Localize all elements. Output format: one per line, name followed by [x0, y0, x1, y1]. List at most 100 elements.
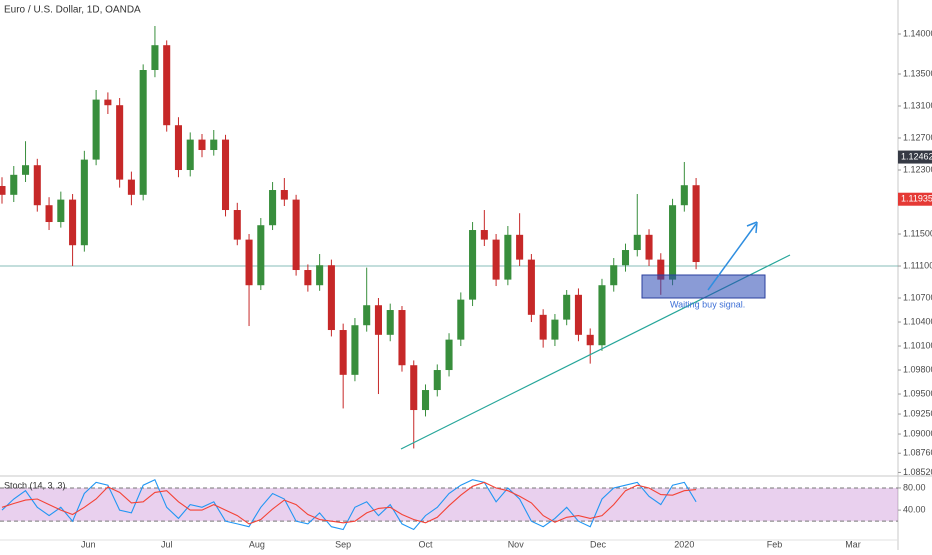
candle-body: [257, 225, 265, 286]
x-tick-label: Dec: [590, 539, 607, 549]
arrow-head: [746, 221, 758, 234]
candle-body: [163, 45, 171, 126]
y-tick-label: 1.09250: [903, 408, 932, 418]
y-tick-label: 40.00: [903, 504, 926, 514]
candle-body: [186, 139, 194, 171]
arrow-shaft: [707, 223, 757, 291]
x-tick-label: 2020: [674, 539, 694, 549]
y-tick-label: 1.09500: [903, 388, 932, 398]
y-tick-label: 1.10400: [903, 316, 932, 326]
x-tick-label: Sep: [335, 539, 351, 549]
candle-body: [127, 179, 135, 195]
candle-body: [539, 314, 547, 340]
candle-body: [516, 234, 524, 260]
candle-body: [374, 305, 382, 335]
x-tick-label: Mar: [845, 539, 861, 549]
candle-body: [139, 70, 147, 195]
candle-body: [410, 365, 418, 411]
candle-body: [469, 230, 477, 300]
candle-body: [10, 174, 18, 195]
marks: [0, 26, 898, 531]
y-tick-label: 1.11100: [903, 260, 932, 270]
candle-body: [0, 186, 6, 195]
candle-body: [598, 285, 606, 346]
candle-body: [245, 239, 253, 286]
y-tick-label: 1.08520: [903, 467, 932, 477]
annotation-text: Waiting buy signal.: [670, 299, 745, 309]
candle-body: [221, 139, 230, 211]
y-tick-label: 1.12700: [903, 132, 932, 142]
candle-body: [339, 330, 347, 375]
candle-body: [386, 310, 394, 335]
y-tick-label: 1.10100: [903, 340, 932, 350]
candle-body: [280, 190, 288, 200]
y-tick-label: 80.00: [903, 482, 926, 492]
candle-body: [457, 299, 465, 340]
x-tick-label: Oct: [419, 539, 434, 549]
y-tick-label: 1.12300: [903, 164, 932, 174]
x-tick-label: Feb: [767, 539, 783, 549]
candle-body: [104, 99, 112, 106]
candle-body: [445, 339, 453, 371]
y-tick-label: 1.08760: [903, 448, 932, 458]
stoch-line: [1, 481, 697, 525]
candle-body: [304, 270, 312, 286]
x-tick-label: Nov: [508, 539, 525, 549]
candle-body: [151, 45, 159, 71]
candle-body: [633, 234, 641, 251]
candle-body: [198, 139, 206, 151]
stoch-line: [1, 478, 697, 531]
candle-body: [351, 325, 359, 375]
candle-body: [80, 159, 88, 246]
price-marker-label: 1.11935: [901, 194, 932, 204]
buy-zone: [641, 274, 766, 299]
candle-body: [174, 125, 182, 171]
y-tick-label: 1.14000: [903, 28, 932, 38]
x-tick-label: Aug: [249, 539, 265, 549]
candle-body: [551, 319, 559, 340]
candle-body: [586, 334, 594, 346]
price-marker: [898, 192, 932, 206]
candle-body: [433, 370, 441, 391]
candle-body: [57, 199, 65, 223]
price-marker: [898, 150, 932, 164]
indicator-title: Stoch (14, 3, 3): [4, 480, 66, 490]
y-tick-label: 1.09800: [903, 364, 932, 374]
candle-body: [292, 199, 300, 271]
candle-body: [233, 210, 241, 240]
y-tick-label: 1.10700: [903, 292, 932, 302]
chart-title: Euro / U.S. Dollar, 1D, OANDA: [4, 5, 141, 16]
candle-body: [92, 99, 100, 160]
candle-body: [69, 199, 77, 246]
candle-body: [480, 230, 488, 240]
candle-body: [21, 165, 30, 175]
candle-body: [621, 250, 630, 266]
y-tick-label: 1.13500: [903, 68, 932, 78]
candle-body: [669, 205, 677, 280]
candle-body: [33, 165, 41, 206]
price-marker-label: 1.12462: [901, 151, 932, 161]
candle-body: [45, 205, 53, 223]
candle-body: [421, 390, 430, 411]
candle-body: [492, 239, 500, 280]
candle-body: [692, 185, 700, 263]
candle-body: [269, 190, 277, 226]
candle-body: [574, 294, 582, 335]
y-tick-label: 1.11500: [903, 228, 932, 238]
candle-body: [327, 265, 335, 331]
candle-body: [610, 265, 618, 286]
y-tick-label: 1.09000: [903, 428, 932, 438]
candle-body: [504, 234, 512, 280]
candle-body: [680, 185, 688, 206]
candle-body: [563, 294, 571, 320]
candle-body: [116, 105, 124, 180]
candle-body: [210, 139, 218, 151]
candle-body: [657, 259, 665, 280]
candle-body: [363, 305, 371, 326]
candle-body: [316, 265, 324, 286]
candle-body: [527, 259, 535, 315]
x-tick-label: Jul: [161, 539, 173, 549]
x-tick-label: Jun: [81, 539, 96, 549]
